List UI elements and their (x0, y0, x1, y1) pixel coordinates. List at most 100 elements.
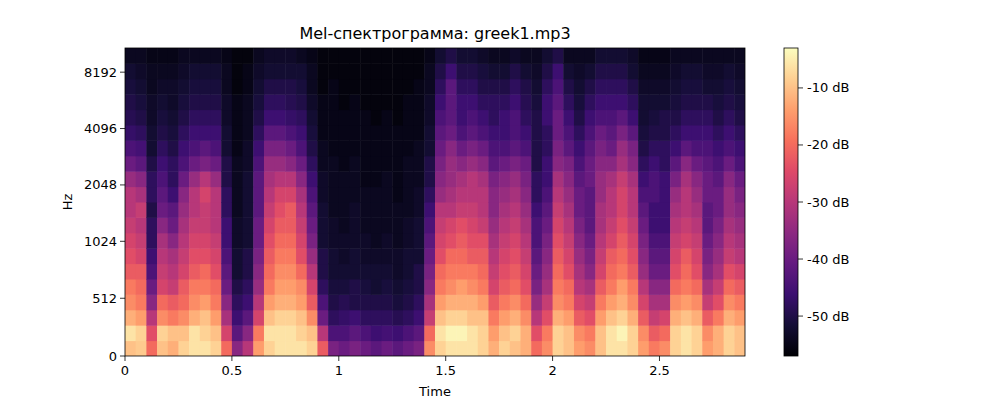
cell (478, 217, 489, 233)
cell (692, 79, 703, 95)
cell (659, 264, 670, 280)
cell (542, 217, 553, 233)
cell (617, 341, 628, 356)
cell (264, 79, 275, 95)
cell (317, 187, 328, 203)
colorbar-tick (798, 87, 803, 88)
cell (553, 110, 564, 126)
cell (606, 140, 617, 156)
cell (211, 217, 222, 233)
cell (307, 63, 318, 79)
cell (553, 94, 564, 110)
cell (136, 125, 147, 141)
cell (638, 140, 649, 156)
cell (211, 156, 222, 172)
cell (531, 202, 542, 218)
cells (125, 48, 745, 356)
cell (574, 48, 585, 64)
cell (563, 325, 574, 341)
cell (414, 187, 425, 203)
cell (243, 125, 254, 141)
cell (606, 63, 617, 79)
cell (275, 264, 286, 280)
cell (467, 110, 478, 126)
cell (499, 310, 510, 326)
cell (328, 233, 339, 249)
cell (734, 233, 745, 249)
cell (649, 325, 660, 341)
cell (499, 156, 510, 172)
cell (349, 110, 360, 126)
cell (724, 279, 735, 295)
cell (713, 140, 724, 156)
cell (499, 48, 510, 64)
colorbar-tick (798, 144, 803, 145)
cell (670, 79, 681, 95)
cell (702, 187, 713, 203)
cell (168, 171, 179, 187)
cell (146, 233, 157, 249)
cell (574, 63, 585, 79)
cell (296, 140, 307, 156)
cell (403, 110, 414, 126)
cell (403, 94, 414, 110)
cell (349, 94, 360, 110)
cell (189, 279, 200, 295)
cell (243, 94, 254, 110)
cell (627, 279, 638, 295)
cell (638, 156, 649, 172)
cell (349, 79, 360, 95)
cell (521, 325, 532, 341)
cell (178, 202, 189, 218)
cell (563, 48, 574, 64)
cell (627, 48, 638, 64)
cell (649, 125, 660, 141)
cell (125, 79, 136, 95)
cell (392, 156, 403, 172)
cell (382, 156, 393, 172)
cell (392, 264, 403, 280)
cell (264, 325, 275, 341)
cell (125, 217, 136, 233)
cell (627, 264, 638, 280)
cell (574, 294, 585, 310)
cell (307, 48, 318, 64)
cell (585, 279, 596, 295)
cell (232, 110, 243, 126)
cell (339, 156, 350, 172)
cell (296, 279, 307, 295)
cell (553, 325, 564, 341)
cell (275, 202, 286, 218)
cell (360, 279, 371, 295)
cell (136, 79, 147, 95)
cell (189, 171, 200, 187)
cell (317, 94, 328, 110)
cell (585, 171, 596, 187)
cell (264, 264, 275, 280)
cell (617, 125, 628, 141)
cell (563, 63, 574, 79)
colorbar-tick (798, 316, 803, 317)
cell (382, 63, 393, 79)
cell (200, 156, 211, 172)
cell (456, 187, 467, 203)
cell (467, 63, 478, 79)
cell (221, 310, 232, 326)
cell (510, 233, 521, 249)
cell (157, 140, 168, 156)
cell (414, 325, 425, 341)
cell (360, 341, 371, 356)
cell (403, 341, 414, 356)
cell (595, 140, 606, 156)
cell (360, 48, 371, 64)
cell (553, 156, 564, 172)
cell (157, 310, 168, 326)
cell (585, 110, 596, 126)
cell (371, 94, 382, 110)
cell (563, 156, 574, 172)
cell (446, 202, 457, 218)
cell (713, 171, 724, 187)
cell (724, 79, 735, 95)
cell (670, 341, 681, 356)
cell (211, 187, 222, 203)
